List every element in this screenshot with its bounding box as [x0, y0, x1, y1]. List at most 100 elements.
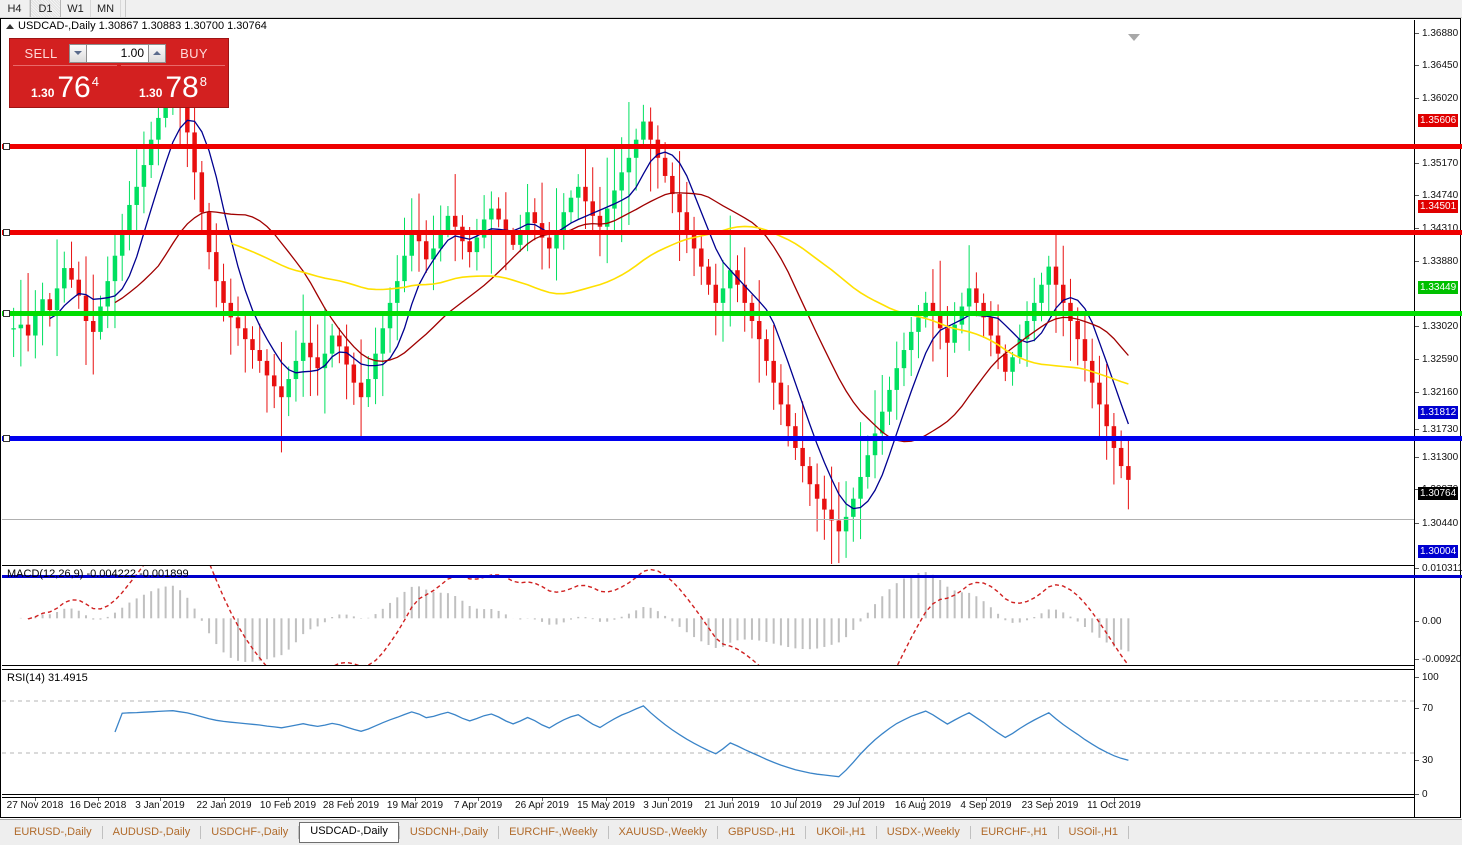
- price-pane[interactable]: [2, 20, 1414, 564]
- candle-body: [467, 241, 472, 253]
- axis-stub-133449: [1414, 311, 1462, 316]
- symbol-tab-usdchf-daily[interactable]: USDCHF-,Daily: [211, 826, 289, 838]
- axis-stub-135606: [1414, 144, 1462, 149]
- date-tick: [415, 798, 416, 801]
- symbol-tab-usdcad-daily[interactable]: USDCAD-,Daily: [299, 822, 399, 843]
- symbol-tab-eurusd-daily[interactable]: EURUSD-,Daily: [14, 826, 92, 838]
- symbol-tab-audusd-daily[interactable]: AUDUSD-,Daily: [112, 826, 191, 838]
- price-tick: 1.30440: [1415, 518, 1458, 530]
- symbol-tab-usdcnh-daily[interactable]: USDCNH-,Daily: [409, 826, 489, 838]
- collapse-triangle-icon[interactable]: [6, 23, 14, 29]
- candle-body: [800, 447, 805, 467]
- candle-body: [699, 248, 704, 267]
- date-label: 28 Feb 2019: [322, 800, 380, 811]
- candle-body: [416, 230, 422, 242]
- price-tick: 1.33880: [1415, 256, 1458, 268]
- candle-body: [713, 284, 719, 303]
- candle-body: [148, 139, 154, 166]
- candle-body: [619, 172, 624, 191]
- axis-stub-130004: [1414, 575, 1462, 578]
- volume-input[interactable]: 1.00: [87, 43, 148, 63]
- candle-body: [1118, 447, 1124, 467]
- symbol-tab-usoil-h1[interactable]: USOil-,H1: [1068, 826, 1119, 838]
- candle-body: [945, 328, 950, 343]
- date-label: 19 Mar 2019: [386, 800, 444, 811]
- rsi-pane[interactable]: RSI(14) 31.4915: [2, 669, 1414, 795]
- candle-body: [438, 230, 443, 249]
- candle-body: [764, 339, 769, 361]
- symbol-tab-bar: EURUSD-,Daily AUDUSD-,Daily USDCHF-,Daily U…: [0, 819, 1462, 845]
- candle-body: [728, 270, 733, 289]
- timeframe-mn[interactable]: MN: [91, 0, 121, 17]
- candle-body: [322, 353, 328, 369]
- axis-stub-134501: [1414, 230, 1462, 235]
- candle-body: [351, 364, 357, 383]
- macd-pane[interactable]: MACD(12,26,9) -0.004222 -0.001899: [2, 565, 1414, 666]
- price-tag-134501[interactable]: 1.34501: [1418, 200, 1459, 213]
- tab-divider: [398, 826, 400, 839]
- date-label: 4 Sep 2019: [960, 800, 1012, 811]
- price-tag-135606[interactable]: 1.35606: [1418, 114, 1459, 127]
- candle-body: [923, 302, 928, 318]
- toolbar-divider: [125, 0, 126, 17]
- candle-body: [583, 186, 588, 202]
- candle-body: [510, 233, 516, 245]
- candle-body: [199, 172, 205, 213]
- candle-body: [300, 342, 306, 361]
- sell-price-block[interactable]: 1.30 76 4: [13, 65, 117, 104]
- date-tick: [351, 798, 352, 801]
- candle-body: [366, 379, 371, 398]
- candle-body: [91, 321, 96, 332]
- symbol-tab-xauusd-weekly[interactable]: XAUUSD-,Weekly: [618, 826, 707, 838]
- symbol-tab-gbpusd-h1[interactable]: GBPUSD-,H1: [727, 826, 796, 838]
- volume-decrement-button[interactable]: [69, 43, 87, 63]
- candle-body: [952, 324, 957, 343]
- timeframe-d1[interactable]: D1: [30, 0, 61, 17]
- candle-body: [1003, 353, 1008, 372]
- candle-body: [1039, 284, 1044, 303]
- tab-divider: [805, 826, 807, 839]
- candle-body: [1010, 357, 1015, 372]
- price-tick: 1.33020: [1415, 321, 1458, 333]
- volume-increment-button[interactable]: [148, 43, 166, 63]
- tab-divider: [969, 826, 971, 839]
- price-tick: 1.36020: [1415, 93, 1458, 105]
- caret-up-icon: [153, 51, 161, 55]
- chart-position-marker-icon[interactable]: [1128, 34, 1140, 41]
- timeframe-toolbar: H4 D1 W1 MN: [0, 0, 1462, 18]
- buy-button[interactable]: BUY: [180, 45, 208, 61]
- date-label: 22 Jan 2019: [196, 800, 252, 811]
- candle-body: [908, 331, 914, 351]
- candle-body: [720, 288, 726, 303]
- price-tag-130004[interactable]: 1.30004: [1418, 545, 1459, 558]
- one-click-trading-panel[interactable]: SELL 1.00 BUY 1.30 76 4 1.30 78 8: [9, 38, 229, 108]
- buy-price-block[interactable]: 1.30 78 8: [121, 65, 225, 104]
- tab-divider: [298, 826, 300, 839]
- candle-body: [98, 306, 103, 332]
- date-label: 26 Apr 2019: [515, 800, 569, 811]
- macd-tick: -0.009203: [1415, 654, 1462, 666]
- date-tick: [160, 798, 161, 801]
- symbol-tab-usdx-weekly[interactable]: USDX-,Weekly: [886, 826, 960, 838]
- candle-body: [641, 121, 646, 140]
- price-tick: 1.31300: [1415, 452, 1458, 464]
- macd-tick: 0.010311: [1415, 563, 1462, 575]
- symbol-tab-eurchf-weekly[interactable]: EURCHF-,Weekly: [509, 826, 598, 838]
- buy-price-prefix: 1.30: [139, 86, 163, 100]
- candle-body: [662, 157, 668, 176]
- symbol-tab-eurchf-h1[interactable]: EURCHF-,H1: [980, 826, 1048, 838]
- candle-body: [1082, 339, 1088, 361]
- candle-body: [452, 215, 458, 227]
- sell-button[interactable]: SELL: [24, 45, 58, 61]
- rsi-tick: 30: [1415, 755, 1433, 767]
- price-tag-133449[interactable]: 1.33449: [1418, 281, 1459, 294]
- symbol-tab-ukoil-h1[interactable]: UKOil-,H1: [816, 826, 866, 838]
- date-tick: [542, 798, 543, 801]
- price-tag-130764[interactable]: 1.30764: [1418, 487, 1459, 500]
- date-tick: [732, 798, 733, 801]
- timeframe-w1[interactable]: W1: [61, 0, 91, 17]
- candle-body: [221, 281, 226, 303]
- timeframe-h4[interactable]: H4: [0, 0, 30, 17]
- candle-body: [590, 201, 595, 216]
- price-tag-131812[interactable]: 1.31812: [1418, 406, 1459, 419]
